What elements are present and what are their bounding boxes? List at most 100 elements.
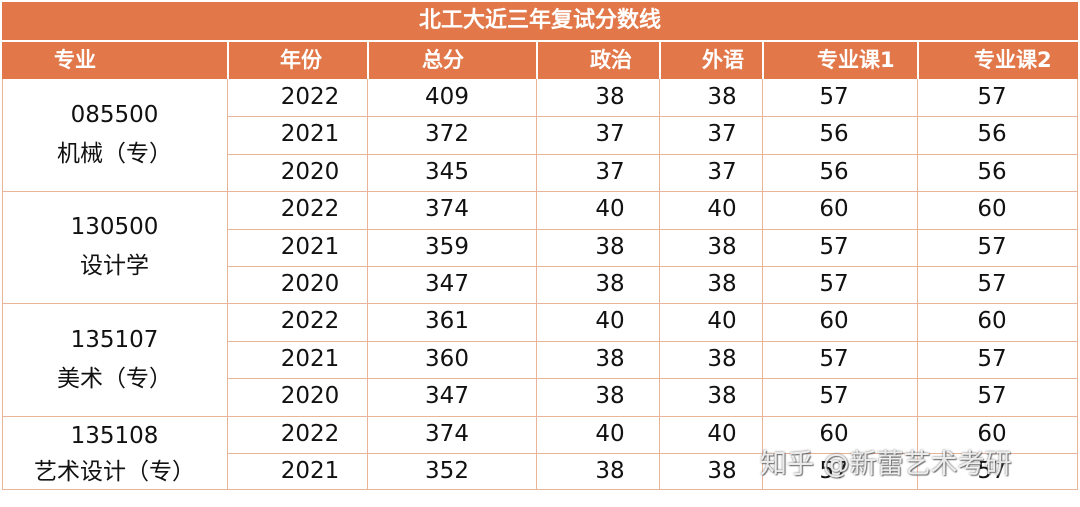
row-divider	[227, 153, 1078, 155]
row-divider	[227, 266, 1078, 267]
cell-foreign: 38	[707, 458, 737, 484]
cell-politics: 40	[595, 308, 625, 335]
column-divider	[659, 79, 660, 490]
row-divider	[227, 340, 1078, 342]
cell-foreign: 38	[707, 271, 737, 297]
cell-course1: 56	[819, 158, 849, 185]
column-divider	[762, 79, 763, 490]
score-table: 北工大近三年复试分数线 专业 年份 总分 政治 外语 专业课1 专业课2 202…	[2, 2, 1078, 490]
cell-politics: 38	[595, 233, 625, 260]
header-divider	[227, 42, 229, 79]
header-major: 专业	[54, 48, 96, 72]
cell-course1: 57	[819, 84, 849, 110]
major-code: 085500	[70, 102, 159, 129]
cell-foreign: 40	[707, 420, 737, 447]
cell-course1: 57	[819, 233, 849, 260]
cell-course2: 60	[977, 308, 1007, 335]
major-name: 美术（专）	[57, 365, 172, 392]
cell-course1: 56	[819, 121, 849, 148]
row-divider	[227, 453, 1078, 454]
cell-total: 374	[425, 420, 469, 447]
cell-foreign: 38	[707, 233, 737, 260]
major-code: 130500	[70, 214, 159, 241]
cell-course2: 60	[977, 196, 1007, 223]
cell-total: 360	[425, 345, 469, 372]
major-code: 135107	[70, 326, 159, 353]
cell-foreign: 38	[707, 84, 737, 110]
column-divider	[917, 79, 918, 490]
cell-foreign: 37	[707, 121, 737, 148]
cell-total: 347	[425, 271, 469, 297]
major-name: 艺术设计（专）	[34, 459, 195, 485]
cell-course2: 57	[977, 271, 1007, 297]
cell-year: 2021	[280, 121, 340, 148]
cell-total: 352	[425, 458, 469, 484]
cell-course1: 57	[819, 383, 849, 410]
header-course2: 专业课2	[974, 48, 1052, 72]
table-border	[2, 79, 1078, 490]
table-title: 北工大近三年复试分数线	[2, 2, 1078, 42]
cell-politics: 40	[595, 420, 625, 447]
cell-foreign: 40	[707, 196, 737, 223]
cell-course2: 60	[977, 420, 1007, 447]
header-foreign: 外语	[702, 48, 744, 72]
cell-total: 345	[425, 158, 469, 185]
cell-total: 409	[425, 84, 469, 110]
cell-year: 2020	[280, 158, 340, 185]
header-politics: 政治	[590, 48, 632, 72]
cell-course1: 57	[819, 458, 849, 484]
header-divider	[536, 42, 538, 79]
row-divider	[2, 303, 1078, 305]
row-divider	[227, 116, 1078, 118]
cell-course2: 56	[977, 121, 1007, 148]
header-course1: 专业课1	[817, 48, 895, 72]
cell-year: 2022	[280, 420, 340, 447]
cell-course2: 57	[977, 383, 1007, 410]
cell-course1: 60	[819, 420, 849, 447]
major-name: 设计学	[80, 253, 149, 280]
cell-course2: 57	[977, 345, 1007, 372]
major-name: 机械（专）	[57, 141, 172, 168]
cell-year: 2022	[280, 84, 340, 110]
cell-year: 2021	[280, 345, 340, 372]
header-divider	[762, 42, 764, 79]
column-divider	[227, 79, 228, 490]
cell-politics: 38	[595, 271, 625, 297]
header-divider	[659, 42, 661, 79]
cell-total: 374	[425, 196, 469, 223]
cell-year: 2022	[280, 308, 340, 335]
cell-foreign: 38	[707, 383, 737, 410]
cell-year: 2021	[280, 458, 340, 484]
cell-total: 347	[425, 383, 469, 410]
row-divider	[227, 228, 1078, 230]
header-divider	[367, 42, 369, 79]
header-divider	[917, 42, 919, 79]
cell-politics: 38	[595, 84, 625, 110]
cell-politics: 38	[595, 458, 625, 484]
cell-course2: 56	[977, 158, 1007, 185]
cell-politics: 38	[595, 345, 625, 372]
cell-year: 2020	[280, 271, 340, 297]
row-divider	[2, 191, 1078, 193]
cell-foreign: 40	[707, 308, 737, 335]
column-divider	[536, 79, 537, 490]
header-year: 年份	[280, 48, 322, 72]
row-divider	[2, 415, 1078, 417]
cell-politics: 38	[595, 383, 625, 410]
cell-course1: 60	[819, 308, 849, 335]
cell-politics: 37	[595, 158, 625, 185]
cell-total: 361	[425, 308, 469, 335]
table-body: 2022 409 38 38 57 57 2021 372 37 37 56 56 2020 345 37 3…	[2, 79, 1078, 490]
watermark: 知乎 @新蕾艺术考研	[760, 449, 1012, 480]
cell-course2: 57	[977, 458, 1007, 484]
cell-total: 372	[425, 121, 469, 148]
cell-politics: 37	[595, 121, 625, 148]
cell-foreign: 38	[707, 345, 737, 372]
cell-course1: 57	[819, 345, 849, 372]
cell-course2: 57	[977, 233, 1007, 260]
cell-year: 2021	[280, 233, 340, 260]
cell-course2: 57	[977, 84, 1007, 110]
cell-foreign: 37	[707, 158, 737, 185]
major-code: 135108	[70, 422, 159, 449]
row-divider	[227, 378, 1078, 380]
